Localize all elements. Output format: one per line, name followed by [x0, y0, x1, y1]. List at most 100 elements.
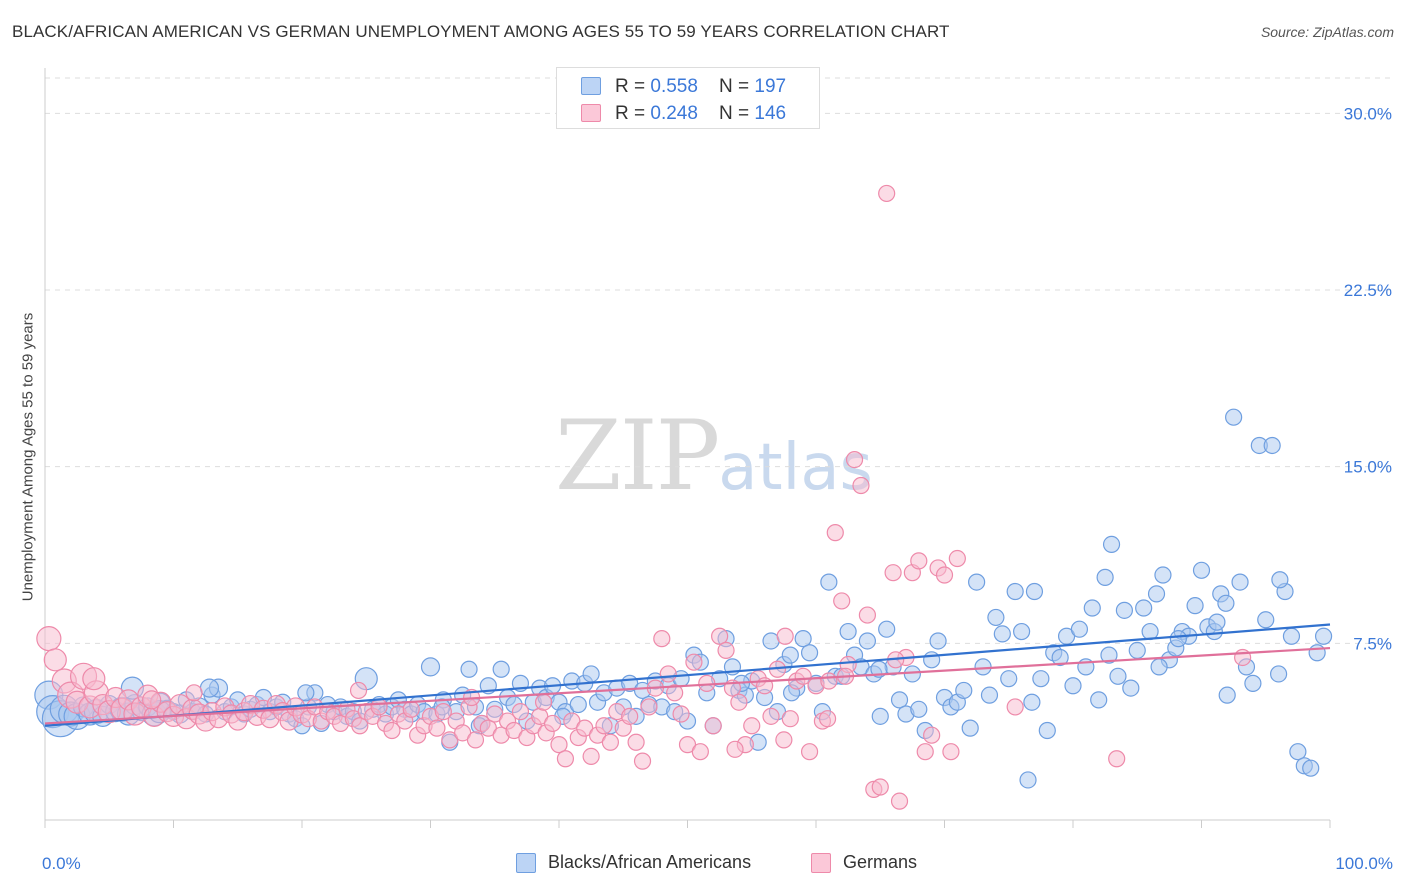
blacks-point-122 [820, 573, 838, 591]
germans-point-51 [370, 698, 388, 716]
bottom-legend-label-germans: Germans [843, 852, 918, 872]
germans-point-86 [595, 717, 613, 735]
blacks-point-209 [1100, 646, 1118, 664]
germans-point-90 [621, 707, 639, 725]
germans-point-97 [666, 684, 684, 702]
y-tick-label-3: 30.0% [1344, 104, 1392, 123]
blacks-point-154 [1025, 582, 1044, 601]
blacks-point-155 [1032, 670, 1050, 688]
germans-point-91 [627, 733, 645, 751]
germans-point-129 [871, 778, 889, 796]
germans-point-147 [349, 681, 368, 700]
germans-point-135 [910, 552, 928, 570]
blacks-point-150 [1000, 670, 1018, 688]
germans-point-104 [711, 627, 729, 645]
germans-point-137 [923, 726, 941, 744]
blacks-point-186 [1231, 573, 1249, 591]
germans-point-125 [845, 451, 864, 469]
blacks-point-161 [1070, 620, 1089, 638]
series-germans-points [36, 184, 1252, 810]
blacks-point-165 [1096, 568, 1114, 586]
germans-point-152 [776, 627, 794, 645]
blacks-point-136 [910, 700, 928, 718]
blacks-point-211 [1217, 594, 1235, 612]
source-label: Source: ZipAtlas.com [1260, 24, 1394, 40]
blacks-point-166 [1102, 535, 1121, 554]
germans-point-101 [691, 743, 709, 761]
germans-point-141 [948, 549, 966, 568]
blacks-point-184 [1218, 686, 1236, 704]
blacks-point-201 [199, 678, 220, 698]
germans-point-130 [878, 184, 896, 203]
germans-point-150 [82, 667, 106, 691]
germans-point-84 [582, 747, 600, 766]
trend-line-blacks [44, 623, 1331, 727]
germans-point-60 [428, 719, 446, 737]
blacks-point-208 [1023, 693, 1041, 711]
watermark: ZIPatlas [555, 400, 873, 512]
blacks-point-214 [1150, 658, 1168, 676]
germans-point-136 [916, 743, 934, 761]
blacks-point-199 [1314, 627, 1333, 645]
blacks-point-60 [420, 657, 441, 677]
germans-point-96 [659, 665, 677, 683]
blacks-point-128 [858, 632, 877, 650]
germans-point-93 [640, 698, 658, 716]
legend-text-blue: R = 0.558 N = 197 [615, 76, 787, 97]
germans-point-122 [826, 524, 844, 542]
x-tick-label-max: 100.0% [1335, 854, 1393, 873]
germans-point-143 [1108, 750, 1126, 768]
blacks-point-118 [794, 630, 812, 648]
y-tick-label-1: 15.0% [1344, 458, 1392, 477]
blacks-point-173 [1147, 585, 1166, 603]
blacks-point-131 [878, 620, 896, 638]
blacks-point-163 [1083, 599, 1101, 617]
blacks-point-152 [1012, 622, 1031, 641]
germans-point-154 [818, 710, 837, 728]
bottom-legend-swatch-pink [811, 853, 831, 873]
blacks-point-149 [993, 625, 1011, 643]
trend-lines [44, 623, 1331, 727]
blacks-point-198 [1308, 644, 1326, 662]
blacks-point-144 [961, 719, 979, 737]
germans-point-123 [833, 592, 851, 610]
blacks-point-185 [1225, 408, 1243, 426]
blacks-point-180 [1192, 561, 1211, 579]
blacks-point-153 [1019, 771, 1037, 789]
blacks-point-202 [297, 684, 315, 702]
blacks-point-133 [890, 691, 909, 709]
germans-point-148 [185, 684, 203, 702]
blacks-point-170 [1128, 641, 1146, 660]
blacks-point-195 [1289, 743, 1307, 761]
blacks-point-71 [492, 660, 510, 678]
blacks-point-194 [1282, 627, 1301, 645]
blacks-point-151 [1006, 582, 1024, 601]
blacks-point-192 [1269, 665, 1288, 683]
germans-point-1 [43, 648, 67, 672]
germans-point-53 [383, 721, 401, 740]
y-tick-label-2: 22.5% [1344, 281, 1392, 300]
blacks-point-212 [1271, 571, 1289, 589]
correlation-legend: R = 0.558 N = 197 R = 0.248 N = 146 [556, 67, 820, 129]
germans-point-103 [704, 717, 722, 735]
germans-point-98 [672, 705, 690, 723]
blacks-point-158 [1051, 648, 1069, 667]
blacks-point-85 [582, 665, 600, 683]
blacks-point-147 [980, 686, 999, 704]
blacks-point-138 [923, 651, 941, 669]
blacks-point-146 [974, 658, 992, 676]
germans-point-48 [351, 717, 369, 735]
trend-line-germans [44, 646, 1331, 725]
germans-point-151 [726, 740, 744, 758]
germans-point-0 [36, 626, 62, 652]
germans-point-117 [794, 667, 812, 685]
blacks-point-145 [968, 573, 986, 591]
germans-point-145 [534, 693, 553, 711]
blacks-point-164 [1090, 691, 1108, 709]
germans-point-56 [402, 700, 420, 718]
germans-point-92 [633, 752, 652, 770]
blacks-point-179 [1186, 597, 1204, 615]
blacks-point-210 [1169, 630, 1187, 648]
germans-point-115 [781, 710, 799, 728]
